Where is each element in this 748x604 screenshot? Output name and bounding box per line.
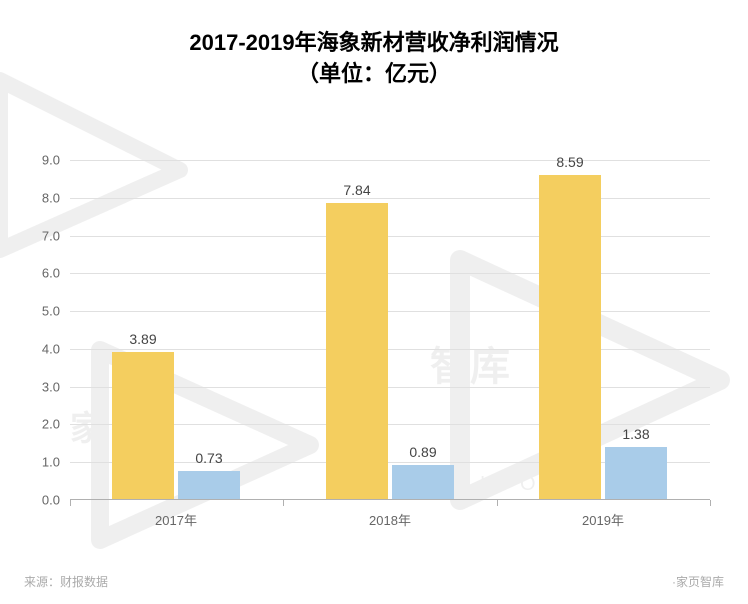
gridline: [70, 349, 710, 350]
y-tick-label: 5.0: [20, 304, 60, 319]
plot-area: 0.01.02.03.04.05.06.07.08.09.02017年3.890…: [70, 160, 710, 500]
source-value: 财报数据: [60, 575, 108, 589]
x-tick-mark: [497, 500, 498, 506]
gridline: [70, 160, 710, 161]
y-tick-label: 2.0: [20, 417, 60, 432]
y-tick-label: 7.0: [20, 228, 60, 243]
gridline: [70, 273, 710, 274]
y-tick-label: 3.0: [20, 379, 60, 394]
bar-value-label: 7.84: [343, 182, 370, 198]
x-tick-label: 2018年: [369, 510, 411, 529]
bar-value-label: 8.59: [556, 154, 583, 170]
bar: [392, 465, 454, 499]
attribution-text: ·家页智库: [672, 573, 724, 590]
y-tick-label: 9.0: [20, 153, 60, 168]
x-tick-label: 2019年: [582, 510, 624, 529]
bar: [178, 471, 240, 499]
bar: [326, 203, 388, 499]
chart-title-line1: 2017-2019年海象新材营收净利润情况: [0, 28, 748, 59]
bar-value-label: 3.89: [129, 331, 156, 347]
x-tick-label: 2017年: [155, 510, 197, 529]
gridline: [70, 311, 710, 312]
bar-value-label: 0.73: [195, 450, 222, 466]
bar-value-label: 1.38: [622, 426, 649, 442]
y-tick-label: 8.0: [20, 190, 60, 205]
y-tick-label: 4.0: [20, 341, 60, 356]
bar-value-label: 0.89: [409, 444, 436, 460]
gridline: [70, 236, 710, 237]
bar: [112, 352, 174, 499]
chart-title: 2017-2019年海象新材营收净利润情况 （单位：亿元）: [0, 0, 748, 90]
x-tick-mark: [710, 500, 711, 506]
x-tick-mark: [70, 500, 71, 506]
chart-title-line2: （单位：亿元）: [0, 59, 748, 90]
chart-area: 0.01.02.03.04.05.06.07.08.09.02017年3.890…: [70, 160, 710, 520]
bar: [605, 447, 667, 499]
y-tick-label: 6.0: [20, 266, 60, 281]
bar: [539, 175, 601, 500]
x-tick-mark: [283, 500, 284, 506]
gridline: [70, 198, 710, 199]
footer: 来源：财报数据 ·家页智库: [24, 573, 724, 590]
source-label: 来源：: [24, 575, 60, 589]
source-text: 来源：财报数据: [24, 573, 108, 590]
y-tick-label: 0.0: [20, 493, 60, 508]
y-tick-label: 1.0: [20, 455, 60, 470]
